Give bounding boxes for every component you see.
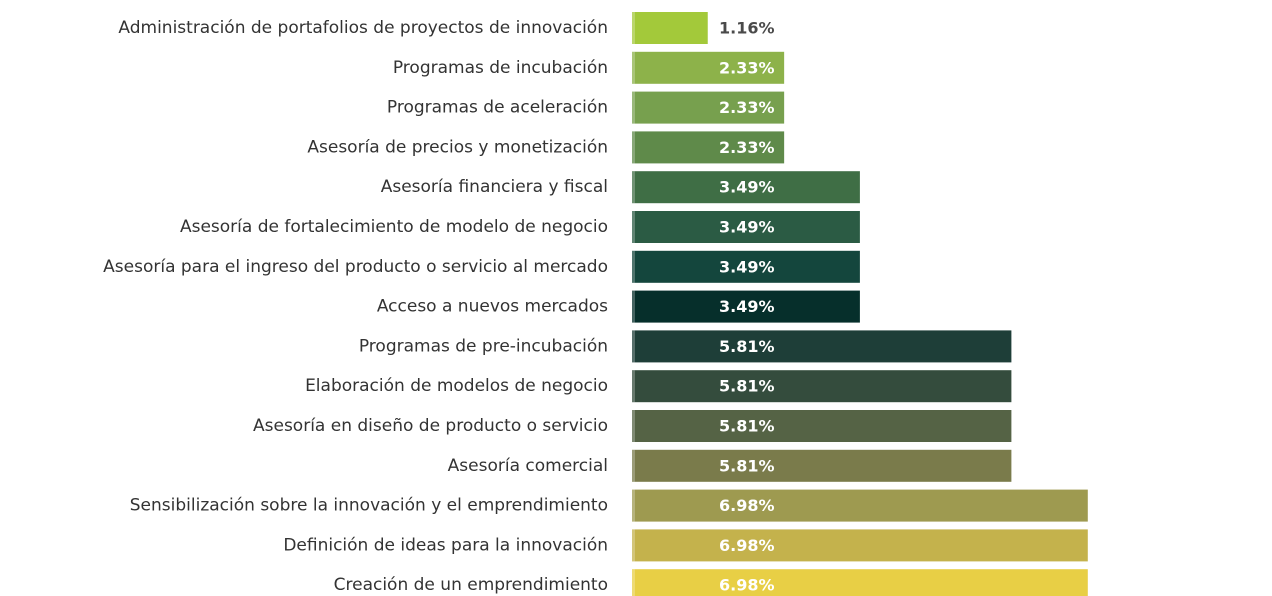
value-label: 2.33% [719, 138, 775, 157]
bar [632, 171, 860, 204]
category-label: Programas de incubación [393, 58, 608, 78]
category-label: Sensibilización sobre la innovación y el… [130, 496, 608, 516]
value-label: 6.98% [719, 576, 775, 595]
category-label: Asesoría de fortalecimiento de modelo de… [180, 217, 608, 237]
bar-edge [632, 489, 635, 522]
bar-edge [632, 250, 635, 283]
bar-edge [632, 330, 635, 363]
bar [632, 91, 785, 124]
bar-edge [632, 51, 635, 84]
category-label: Programas de aceleración [387, 98, 608, 118]
bar-edge [632, 171, 635, 204]
value-label: 3.49% [719, 218, 775, 237]
category-label: Acceso a nuevos mercados [377, 297, 608, 317]
bar [632, 211, 860, 243]
bar [632, 250, 860, 283]
bar-edge [632, 370, 635, 403]
value-label: 6.98% [719, 496, 775, 515]
value-label: 5.81% [719, 377, 775, 396]
bar-edge [632, 12, 635, 44]
bar-edge [632, 211, 635, 243]
bar [632, 569, 1088, 596]
category-label: Asesoría para el ingreso del producto o … [103, 257, 608, 277]
value-label: 2.33% [719, 58, 775, 77]
bar-edge [632, 91, 635, 124]
value-label: 2.33% [719, 98, 775, 117]
value-label: 1.16% [719, 19, 775, 38]
bar-edge [632, 410, 635, 442]
value-label: 6.98% [719, 536, 775, 555]
category-label: Administración de portafolios de proyect… [118, 18, 608, 38]
bar [632, 529, 1088, 562]
value-label: 5.81% [719, 337, 775, 356]
bar [632, 131, 785, 164]
value-label: 3.49% [719, 178, 775, 197]
category-label: Creación de un emprendimiento [334, 575, 608, 595]
category-label: Definición de ideas para la innovación [283, 535, 608, 555]
bar [632, 290, 860, 323]
bar [632, 489, 1088, 522]
bar [632, 449, 1012, 482]
bar-edge [632, 290, 635, 323]
bar [632, 410, 1012, 442]
value-label: 3.49% [719, 257, 775, 276]
category-label: Elaboración de modelos de negocio [305, 376, 608, 396]
category-label: Asesoría comercial [448, 456, 608, 476]
bar-edge [632, 131, 635, 164]
category-label: Programas de pre-incubación [359, 336, 608, 356]
bar-edge [632, 529, 635, 562]
bar-edge [632, 449, 635, 482]
bar-edge [632, 569, 635, 596]
value-label: 5.81% [719, 417, 775, 436]
category-label: Asesoría en diseño de producto o servici… [253, 416, 608, 436]
value-label: 5.81% [719, 456, 775, 475]
bar [632, 370, 1012, 403]
bar [632, 330, 1012, 363]
category-label: Asesoría financiera y fiscal [381, 177, 608, 197]
value-label: 3.49% [719, 297, 775, 316]
bar [632, 51, 785, 84]
bar [632, 12, 708, 44]
category-label: Asesoría de precios y monetización [307, 137, 608, 157]
